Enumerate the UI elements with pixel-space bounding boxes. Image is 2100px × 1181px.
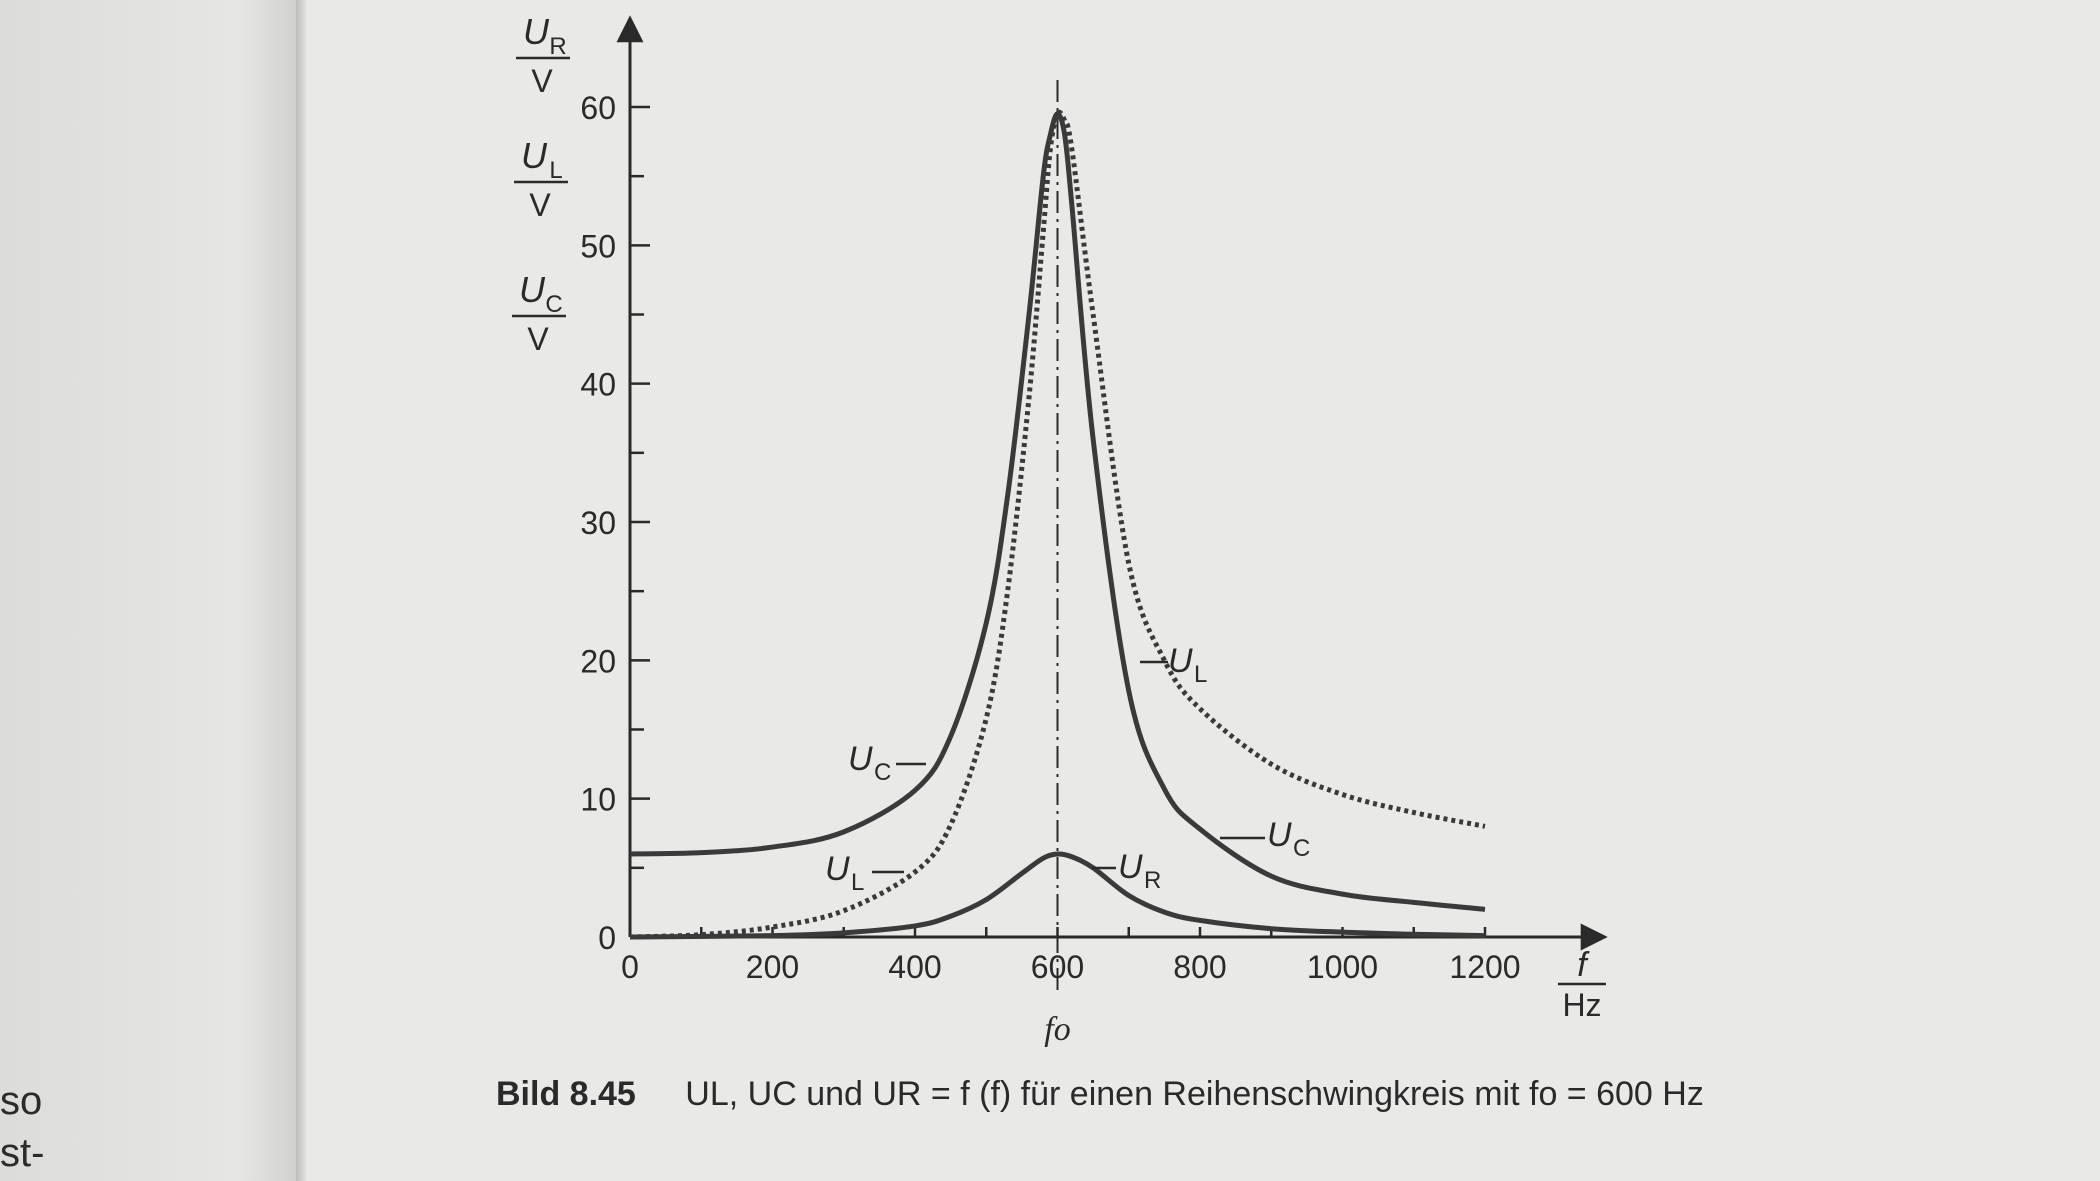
figure-label: Bild 8.45 — [496, 1075, 636, 1113]
left-line-1: so — [0, 1079, 43, 1123]
resonance-label: fo — [1044, 1011, 1070, 1048]
series-ur-line — [629, 851, 1486, 940]
label-uc-right-text: U — [1267, 816, 1292, 854]
book-gutter — [296, 0, 306, 1181]
y-tick-label: 20 — [580, 643, 616, 679]
x-tick-label: 1200 — [1449, 949, 1520, 985]
series-ul-line — [629, 109, 1486, 940]
ylabel-uc-symbol: U — [519, 269, 546, 310]
chart-axes — [616, 15, 1608, 951]
xlabel-f: f — [1577, 946, 1590, 984]
y-tick-label: 40 — [580, 367, 616, 403]
ylabel-ul: U LV — [514, 135, 568, 223]
x-tick-label: 400 — [888, 949, 941, 985]
figure-caption: Bild 8.45 UL, UC und UR = f (f) für eine… — [496, 1075, 1704, 1114]
y-tick-label: 60 — [580, 90, 616, 126]
figure-caption-text: UL, UC und UR = f (f) für einen Reihensc… — [685, 1075, 1704, 1113]
y-tick-label: 0 — [598, 920, 616, 956]
y-tick-label: 30 — [580, 505, 616, 541]
ylabel-ul-subscript: L — [549, 157, 562, 184]
label-ul-left-sub: L — [851, 869, 864, 896]
y-tick-label: 10 — [580, 782, 616, 818]
left-line-2: st- — [0, 1131, 45, 1175]
xlabel-hz: Hz — [1562, 987, 1601, 1023]
left-page-text: so st- — [0, 1075, 44, 1179]
ylabel-ul-symbol: U — [521, 135, 548, 176]
ylabel-ur: U RV — [516, 11, 570, 99]
label-ul-right-text: U — [1168, 642, 1193, 680]
label-ul-right-sub: L — [1194, 661, 1207, 688]
label-uc-left-sub: C — [874, 759, 891, 786]
label-uc-right-sub: C — [1293, 835, 1310, 862]
x-tick-label: 800 — [1173, 949, 1226, 985]
label-ur-sub: R — [1144, 867, 1161, 894]
ylabel-ul-unit: V — [529, 187, 551, 223]
ylabel-ur-unit: V — [531, 63, 553, 99]
left-page — [0, 0, 300, 1181]
x-tick-label: 1000 — [1307, 949, 1378, 985]
ylabel-uc-subscript: C — [545, 291, 562, 318]
ylabel-ur-subscript: R — [549, 33, 566, 60]
x-tick-label: 200 — [746, 949, 799, 985]
ylabel-ur-symbol: U — [523, 11, 550, 52]
x-tick-label: 0 — [621, 949, 639, 985]
y-tick-label: 50 — [580, 228, 616, 264]
label-uc-left-text: U — [848, 740, 873, 778]
ylabel-uc: U CV — [512, 269, 566, 357]
label-ur-text: U — [1118, 848, 1143, 886]
chart-curves — [629, 80, 1486, 995]
label-ul-left-text: U — [825, 850, 850, 888]
ylabel-uc-unit: V — [527, 321, 549, 357]
